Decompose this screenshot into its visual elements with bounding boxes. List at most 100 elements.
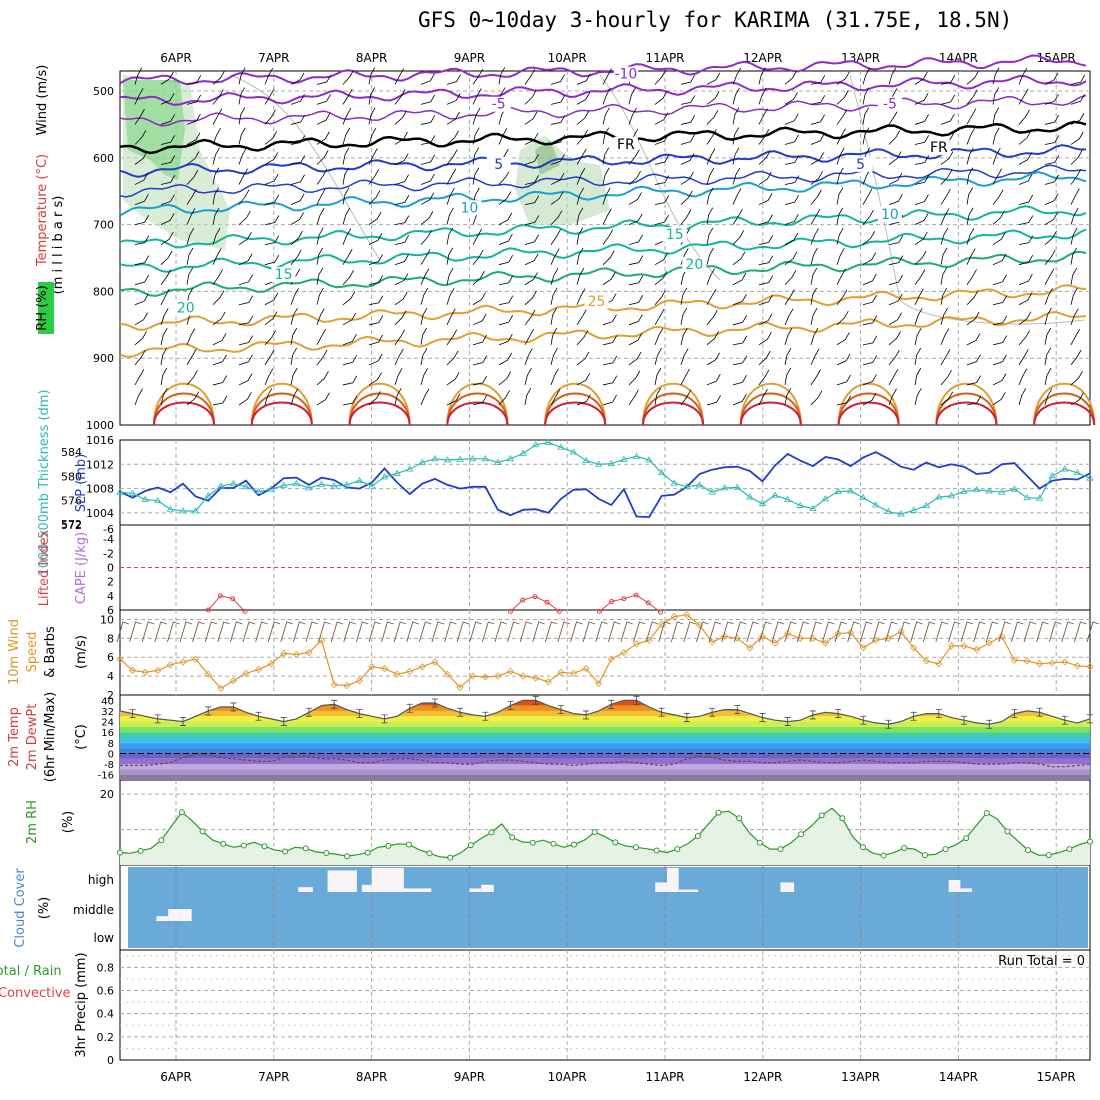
temp-band — [120, 700, 1090, 706]
temperature-contour — [739, 401, 802, 426]
wind-barb — [316, 207, 325, 225]
minmax-marker — [633, 695, 640, 705]
thickness-point — [166, 505, 175, 512]
wind-barb — [238, 335, 254, 346]
wind-barb — [576, 73, 591, 85]
wind-barb — [550, 74, 565, 85]
thickness-point — [796, 501, 804, 508]
rh-point — [158, 837, 165, 844]
wind-barb — [1023, 621, 1037, 643]
wind-barb — [498, 371, 512, 386]
temperature-contour — [544, 382, 607, 426]
thickness-point — [128, 489, 137, 496]
wind-barb — [264, 388, 273, 406]
wind-barb — [316, 150, 329, 165]
wind-barb — [446, 308, 456, 325]
temp-band — [120, 764, 1090, 770]
thickness-point — [355, 476, 364, 484]
rh-point — [137, 847, 144, 854]
wind-barb — [732, 251, 746, 266]
wind-barb — [420, 368, 429, 386]
wind-barb — [290, 174, 305, 185]
wind-barb — [576, 394, 591, 406]
wind-barb — [602, 271, 616, 286]
rh-point — [529, 839, 536, 846]
lifted-axis-label: Lifted Index — [37, 529, 52, 606]
wind-barb — [212, 227, 221, 245]
wind-barb — [732, 272, 747, 286]
temperature-contour — [1033, 392, 1096, 426]
wind-barb — [1044, 367, 1052, 386]
temperature-contour — [837, 392, 900, 426]
wind-barb — [576, 207, 584, 225]
wind-barb — [670, 621, 684, 643]
cloud-high-block — [780, 882, 795, 892]
thickness-point — [758, 499, 767, 507]
wind-barb — [836, 395, 852, 406]
cloud-middle-block — [179, 909, 192, 921]
wind-barb — [784, 214, 799, 226]
wind-point — [506, 667, 515, 675]
wind-point — [771, 639, 779, 647]
rh-point — [240, 842, 247, 849]
thickness-point — [242, 482, 250, 490]
thickness-point — [141, 495, 149, 502]
wind-barb — [862, 252, 877, 266]
slp-tick-label: 1004 — [86, 507, 114, 520]
wind-point — [922, 657, 930, 665]
thickness-point — [582, 456, 590, 464]
wind-barb — [472, 68, 484, 85]
temperature-contour — [935, 382, 998, 426]
wind-point — [229, 677, 237, 685]
wind-barb — [160, 93, 175, 105]
wind-barb — [888, 312, 902, 326]
wind-barb — [472, 107, 481, 125]
wind-barb — [914, 175, 930, 185]
wind-barb — [680, 153, 695, 165]
wind-barb — [472, 127, 480, 145]
wind-barb — [316, 247, 324, 265]
wind-barb — [576, 288, 586, 305]
wind-point — [582, 664, 590, 673]
rh-point — [694, 832, 701, 839]
wind-barb — [759, 621, 772, 643]
wind-barb — [862, 273, 877, 286]
minmax-marker — [431, 698, 438, 708]
wind-point — [380, 664, 389, 673]
wind-barb — [758, 214, 773, 226]
wind-barb — [992, 295, 1008, 306]
wind-barb — [810, 390, 823, 406]
wind-point — [330, 681, 338, 689]
wind-barb — [134, 331, 147, 346]
temperature-contour — [119, 228, 1087, 273]
wind-barb — [628, 149, 640, 165]
contour-label: -10 — [614, 67, 637, 83]
lifted-point — [609, 599, 615, 604]
wind-barb — [784, 251, 798, 266]
wind-barb — [888, 255, 904, 266]
wind-barb — [498, 275, 514, 286]
wind-barb — [732, 230, 745, 245]
wind-barb — [992, 232, 1006, 245]
wind-barb — [1070, 131, 1084, 145]
temp-tick-label: -8 — [104, 760, 114, 771]
slp-thickness-panel — [116, 438, 1094, 525]
wind-barb — [134, 151, 148, 165]
wind-point — [1086, 663, 1094, 671]
wind-barb — [732, 167, 741, 185]
thickness-point — [645, 456, 653, 463]
wind-barb — [394, 235, 410, 246]
wind-barb — [784, 155, 800, 165]
cloud-middle-block — [168, 909, 180, 921]
wind-barb — [758, 171, 772, 185]
wind-barb — [472, 270, 485, 286]
wind-barb — [888, 194, 903, 205]
wind-barb — [134, 312, 148, 326]
wind-barb — [1070, 150, 1083, 165]
wind-barb — [238, 87, 246, 105]
wind-barb — [654, 328, 664, 345]
lifted-tick-label: 6 — [107, 604, 114, 617]
rh-point — [880, 852, 887, 859]
wind-barb — [264, 368, 274, 386]
wind-point — [960, 642, 968, 650]
